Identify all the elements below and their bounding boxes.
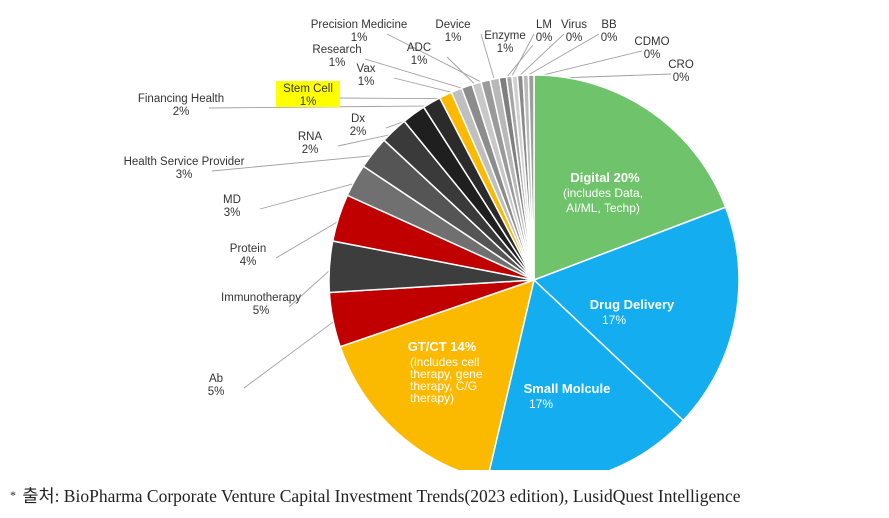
pie-chart: Digital 20%(includes Data,AI/ML, Techp)D… — [124, 19, 740, 470]
leader-line-ab — [243, 318, 338, 389]
leader-line-health-service-provider — [211, 154, 377, 172]
slice-small-molcule — [488, 278, 685, 470]
label-highlight-stem-cell — [276, 81, 340, 107]
inside-title-small-molcule: Small Molcule — [524, 381, 611, 396]
inside-detail-digital: (includes Data, — [563, 186, 643, 200]
outside-pct-protein: 4% — [240, 256, 257, 268]
outside-label-rna: RNA — [298, 131, 323, 143]
inside-detail-gt-ct: therapy) — [410, 391, 454, 405]
slice-drug-delivery — [532, 206, 740, 422]
source-note: * 출처: BioPharma Corporate Venture Capita… — [10, 483, 885, 508]
outside-pct-cdmo: 0% — [644, 49, 661, 61]
outside-label-research: Research — [312, 44, 361, 56]
leader-line-protein — [275, 218, 343, 259]
outside-pct-device: 1% — [445, 32, 462, 44]
outside-label-md: MD — [223, 194, 241, 206]
inside-detail-gt-ct: therapy, C/G — [410, 379, 477, 393]
inside-labels: Digital 20%(includes Data,AI/ML, Techp)D… — [408, 170, 675, 411]
outside-label-precision-medicine: Precision Medicine — [311, 19, 408, 31]
outside-pct-bb: 0% — [601, 32, 618, 44]
outside-label-enzyme: Enzyme — [484, 30, 526, 42]
outside-pct-adc: 1% — [411, 55, 428, 67]
outside-pct-cro: 0% — [673, 72, 690, 84]
outside-pct-virus: 0% — [566, 32, 583, 44]
inside-detail-digital: AI/ML, Techp) — [566, 201, 640, 215]
leader-line-virus — [514, 33, 565, 81]
source-marker: * — [10, 488, 16, 502]
inside-pct-drug-delivery: 17% — [602, 313, 626, 327]
slice-gt-ct — [339, 278, 536, 470]
slice-digital — [533, 74, 727, 282]
inside-title-gt-ct: GT/CT 14% — [408, 339, 477, 354]
outside-pct-health-service-provider: 3% — [176, 169, 193, 181]
outside-label-financing-health: Financing Health — [138, 93, 224, 105]
leader-lines — [208, 33, 672, 389]
leader-line-bb — [520, 33, 600, 80]
outside-pct-enzyme: 1% — [497, 43, 514, 55]
outside-label-protein: Protein — [230, 243, 266, 255]
leader-line-md — [259, 181, 359, 210]
outside-label-dx: Dx — [351, 113, 365, 125]
outside-label-vax: Vax — [357, 63, 376, 75]
outside-pct-immunotherapy: 5% — [253, 305, 270, 317]
leader-line-immunotherapy — [288, 266, 334, 308]
outside-label-device: Device — [435, 19, 470, 31]
outside-pct-research: 1% — [329, 57, 346, 69]
pie-slices — [328, 74, 740, 470]
inside-label-digital: Digital 20%(includes Data,AI/ML, Techp) — [563, 170, 643, 215]
leader-line-precision-medicine — [386, 33, 487, 86]
inside-title-digital: Digital 20% — [570, 170, 640, 185]
leader-line-research — [364, 58, 469, 91]
outside-label-cdmo: CDMO — [634, 36, 669, 48]
leader-line-rna — [337, 132, 397, 147]
outside-pct-lm: 0% — [536, 32, 553, 44]
outside-label-cro: CRO — [668, 59, 694, 71]
source-text: 출처: BioPharma Corporate Venture Capital … — [22, 486, 741, 506]
outside-pct-stem-cell: 1% — [300, 96, 317, 108]
inside-pct-small-molcule: 17% — [529, 397, 553, 411]
slice-cro — [527, 74, 535, 281]
leader-line-cdmo — [525, 50, 643, 80]
outside-pct-rna: 2% — [302, 144, 319, 156]
outside-label-health-service-provider: Health Service Provider — [124, 156, 245, 168]
leader-line-lm — [509, 33, 535, 81]
outside-label-lm: LM — [536, 19, 552, 31]
outside-pct-vax: 1% — [358, 76, 375, 88]
outside-label-stem-cell: Stem Cell — [283, 83, 333, 95]
outside-label-ab: Ab — [209, 373, 223, 385]
outside-label-bb: BB — [601, 19, 617, 31]
inside-detail-gt-ct: therapy, gene — [410, 367, 483, 381]
outside-pct-dx: 2% — [350, 126, 367, 138]
leader-line-enzyme — [502, 44, 534, 82]
outside-pct-financing-health: 2% — [173, 106, 190, 118]
leader-line-stem-cell — [335, 97, 448, 100]
outside-label-virus: Virus — [561, 19, 587, 31]
outside-pct-md: 3% — [224, 207, 241, 219]
outside-pct-precision-medicine: 1% — [351, 32, 368, 44]
inside-detail-gt-ct: (includes cell — [410, 355, 479, 369]
leader-line-device — [480, 33, 496, 83]
outside-label-immunotherapy: Immunotherapy — [221, 292, 301, 304]
outside-label-adc: ADC — [407, 42, 431, 54]
leader-line-vax — [393, 77, 459, 95]
outside-pct-ab: 5% — [208, 386, 225, 398]
inside-title-drug-delivery: Drug Delivery — [590, 297, 675, 312]
